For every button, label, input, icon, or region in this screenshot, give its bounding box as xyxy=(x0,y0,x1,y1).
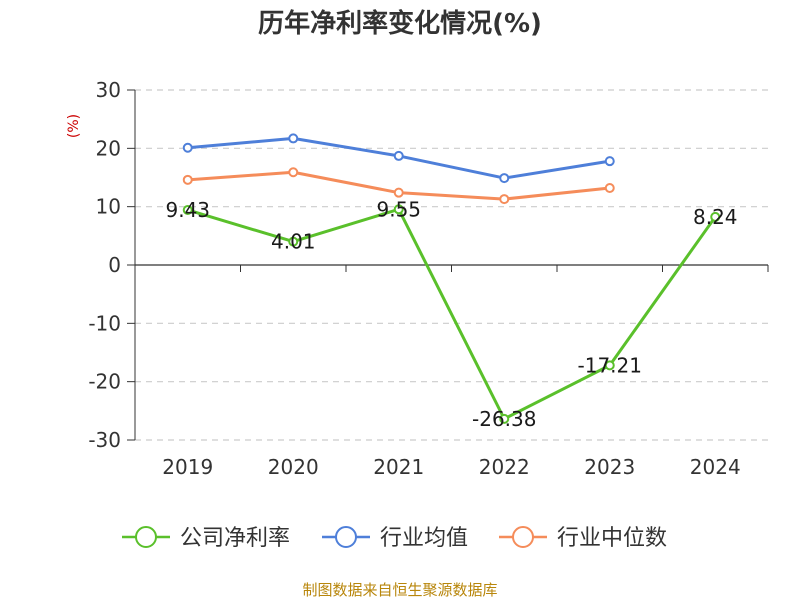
legend: 公司净利率 行业均值 行业中位数 xyxy=(122,526,667,551)
series-lines xyxy=(182,133,721,424)
data-label: -17.21 xyxy=(578,353,642,377)
y-axis-label: (%) xyxy=(66,114,82,138)
legend-label: 行业均值 xyxy=(380,526,468,551)
y-tick-label: 0 xyxy=(108,253,121,277)
x-tick-label: 2021 xyxy=(373,455,424,479)
y-tick-labels: 30 20 10 0 -10 -20 -30 xyxy=(88,78,121,452)
data-point xyxy=(710,211,721,222)
y-tick-label: 20 xyxy=(96,136,121,160)
x-tick-label: 2022 xyxy=(479,455,530,479)
x-tick-label: 2020 xyxy=(268,455,319,479)
data-point xyxy=(499,413,510,424)
data-point xyxy=(182,204,193,215)
data-point xyxy=(393,204,404,215)
y-tick-label: -10 xyxy=(88,311,121,335)
data-point xyxy=(604,360,615,371)
legend-marker xyxy=(512,526,534,548)
x-tick-label: 2023 xyxy=(584,455,635,479)
y-tick-label: -20 xyxy=(88,370,121,394)
legend-item[interactable]: 行业均值 xyxy=(322,526,468,551)
data-point xyxy=(393,150,404,161)
x-tick-label: 2024 xyxy=(690,455,741,479)
series-line xyxy=(187,207,717,421)
data-point xyxy=(499,194,510,205)
data-point xyxy=(604,183,615,193)
data-point xyxy=(288,236,299,247)
legend-marker xyxy=(335,526,357,548)
data-labels: 9.43 4.01 9.55 -26.38 -17.21 8.24 xyxy=(165,197,737,431)
data-point xyxy=(288,133,299,144)
legend-item[interactable]: 公司净利率 xyxy=(122,526,290,551)
legend-item[interactable]: 行业中位数 xyxy=(499,526,667,551)
axes xyxy=(127,89,769,441)
data-point xyxy=(182,142,193,153)
data-label: 4.01 xyxy=(271,230,316,254)
data-point xyxy=(393,187,404,198)
x-tick-labels: 2019 2020 2021 2022 2023 2024 xyxy=(162,455,740,479)
source-note: 制图数据来自恒生聚源数据库 xyxy=(302,581,497,599)
data-point xyxy=(499,173,510,184)
data-label: -26.38 xyxy=(472,407,536,431)
data-label: 9.55 xyxy=(376,197,421,221)
data-point xyxy=(182,174,193,185)
chart-title: 历年净利率变化情况(%) xyxy=(258,8,542,39)
y-tick-label: 30 xyxy=(96,78,121,102)
y-tick-label: 10 xyxy=(96,195,121,219)
data-point xyxy=(604,156,615,167)
data-label: 9.43 xyxy=(165,198,210,222)
legend-label: 公司净利率 xyxy=(180,526,290,551)
data-point xyxy=(288,167,299,178)
legend-marker xyxy=(135,526,157,548)
y-tick-label: -30 xyxy=(88,428,121,452)
x-tick-label: 2019 xyxy=(162,455,213,479)
legend-label: 行业中位数 xyxy=(557,526,667,551)
data-label: 8.24 xyxy=(693,205,738,229)
